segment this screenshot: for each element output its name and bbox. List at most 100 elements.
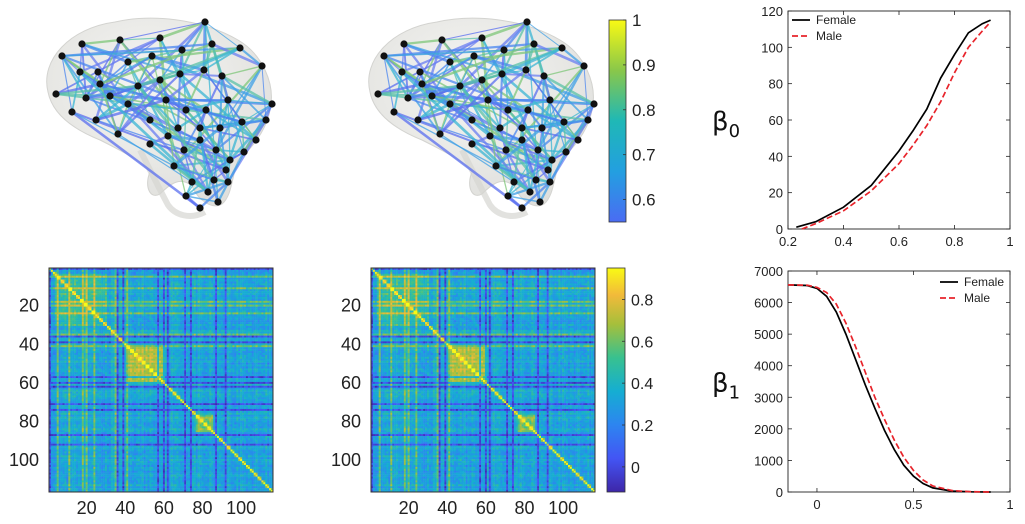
heatmap-cell (99, 295, 101, 297)
heatmap-cell (74, 285, 76, 287)
heatmap-cell (259, 278, 261, 280)
heatmap-cell (202, 270, 204, 272)
heatmap-cell (80, 280, 82, 282)
heatmap-cell (86, 270, 88, 272)
heatmap-cell (225, 310, 227, 312)
heatmap-cell (86, 285, 88, 287)
heatmap-cell (99, 282, 101, 284)
heatmap-cell (84, 287, 86, 289)
heatmap-cell (167, 299, 169, 301)
heatmap-cell (263, 310, 265, 312)
heatmap-cell (155, 278, 157, 280)
network-node (182, 106, 189, 113)
heatmap-cell (109, 283, 111, 285)
heatmap-cell (76, 297, 78, 299)
heatmap-cell (128, 293, 130, 295)
heatmap-cell (207, 309, 209, 311)
heatmap-cell (194, 295, 196, 297)
heatmap-cell (261, 282, 263, 284)
heatmap-cell (107, 285, 109, 287)
heatmap-cell (267, 303, 269, 305)
heatmap-cell (163, 301, 165, 303)
heatmap-cell (248, 283, 250, 285)
heatmap-cell (90, 305, 92, 307)
heatmap-cell (99, 270, 101, 272)
heatmap-cell (178, 307, 180, 309)
heatmap-cell (76, 299, 78, 301)
heatmap-cell (140, 307, 142, 309)
heatmap-cell (78, 291, 80, 293)
heatmap-cell (203, 285, 205, 287)
heatmap-cell (151, 283, 153, 285)
heatmap-cell (109, 285, 111, 287)
heatmap-cell (76, 293, 78, 295)
heatmap-cell (200, 295, 202, 297)
heatmap-cell (122, 280, 124, 282)
heatmap-cell (215, 282, 217, 284)
heatmap-cell (153, 297, 155, 299)
heatmap-cell (132, 309, 134, 311)
heatmap-cell (51, 285, 53, 287)
heatmap-cell (155, 280, 157, 282)
heatmap-cell (223, 283, 225, 285)
heatmap-cell (61, 283, 63, 285)
heatmap-cell (76, 305, 78, 307)
heatmap-cell (221, 307, 223, 309)
heatmap-cell (244, 307, 246, 309)
heatmap-cell (147, 276, 149, 278)
heatmap-cell (263, 297, 265, 299)
heatmap-cell (72, 303, 74, 305)
heatmap-cell (167, 305, 169, 307)
heatmap-cell (234, 309, 236, 311)
heatmap-cell (119, 305, 121, 307)
heatmap-cell (76, 276, 78, 278)
heatmap-cell (163, 285, 165, 287)
heatmap-cell (265, 301, 267, 303)
heatmap-cell (229, 293, 231, 295)
heatmap-cell (173, 309, 175, 311)
heatmap-cell (74, 303, 76, 305)
heatmap-cell (256, 285, 258, 287)
heatmap-cell (95, 285, 97, 287)
heatmap-cell (53, 283, 55, 285)
heatmap-cell (61, 310, 63, 312)
heatmap-cell (115, 274, 117, 276)
heatmap-cell (130, 280, 132, 282)
heatmap-cell (236, 276, 238, 278)
heatmap-cell (140, 299, 142, 301)
heatmap-cell (192, 276, 194, 278)
heatmap-cell (169, 295, 171, 297)
heatmap-cell (120, 280, 122, 282)
network-node (504, 106, 511, 113)
heatmap-cell (105, 270, 107, 272)
heatmap-cell (147, 282, 149, 284)
heatmap-cell (200, 309, 202, 311)
heatmap-cell (138, 276, 140, 278)
heatmap-cell (267, 270, 269, 272)
heatmap-cell (107, 283, 109, 285)
heatmap-cell (68, 309, 70, 311)
heatmap-cell (217, 291, 219, 293)
heatmap-cell (151, 297, 153, 299)
heatmap-cell (190, 303, 192, 305)
heatmap-cell (138, 310, 140, 312)
heatmap-cell (128, 305, 130, 307)
heatmap-cell (190, 278, 192, 280)
heatmap-cell (186, 282, 188, 284)
heatmap-cell (80, 295, 82, 297)
heatmap-cell (261, 287, 263, 289)
heatmap-cell (225, 291, 227, 293)
heatmap-cell (90, 303, 92, 305)
heatmap-cell (213, 303, 215, 305)
heatmap-cell (209, 305, 211, 307)
heatmap-cell (159, 293, 161, 295)
heatmap-cell (202, 297, 204, 299)
heatmap-cell (221, 270, 223, 272)
heatmap-cell (194, 289, 196, 291)
heatmap-cell (176, 295, 178, 297)
heatmap-cell (76, 309, 78, 311)
heatmap-cell (113, 303, 115, 305)
heatmap-cell (258, 276, 260, 278)
heatmap-cell (97, 287, 99, 289)
heatmap-cell (78, 293, 80, 295)
